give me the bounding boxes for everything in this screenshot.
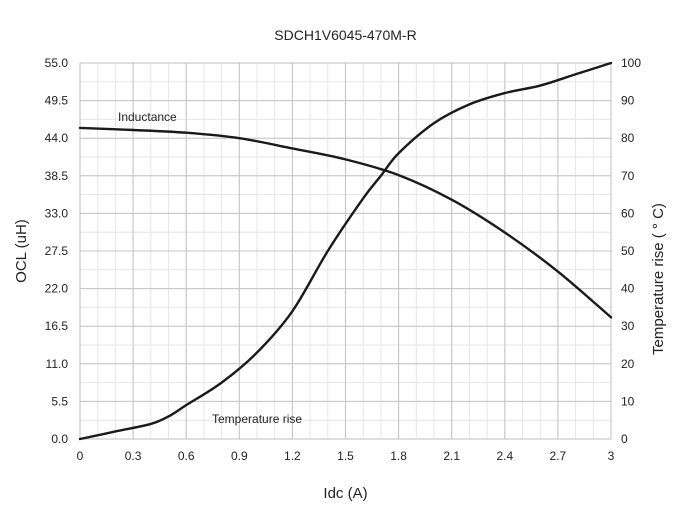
x-tick-label: 1.2 [284, 449, 301, 463]
inductance-line [78, 126, 613, 319]
y-axis-left-title: OCL (uH) [13, 219, 30, 283]
y-right-tick-label: 60 [621, 206, 635, 220]
x-tick-label: 2.4 [496, 449, 513, 463]
series-layer [78, 61, 613, 441]
y-right-tick-label: 20 [621, 357, 635, 371]
y-left-tick-label: 16.5 [45, 319, 69, 333]
x-axis-title: Idc (A) [323, 485, 367, 502]
y-left-tick-label: 11.0 [46, 357, 69, 371]
x-tick-label: 0.3 [125, 449, 142, 463]
y-right-tick-label: 80 [621, 131, 635, 145]
y-right-tick-label: 10 [621, 394, 635, 408]
y-left-tick-label: 27.5 [45, 244, 69, 258]
chart-title: SDCH1V6045-470M-R [274, 27, 416, 43]
x-tick-label: 2.1 [443, 449, 460, 463]
temperature-rise-line [78, 61, 613, 441]
y-left-tick-label: 22.0 [45, 282, 69, 296]
y-right-tick-label: 40 [621, 282, 635, 296]
x-tick-label: 0.6 [178, 449, 195, 463]
series-label-temperature-rise: Temperature rise [212, 412, 302, 426]
x-tick-label: 1.8 [390, 449, 407, 463]
y-right-tick-label: 100 [621, 56, 641, 70]
y-right-tick-label: 90 [621, 94, 635, 108]
y-left-tick-label: 38.5 [45, 169, 69, 183]
y-axis-right-title: Temperature rise ( ° C) [650, 203, 667, 355]
y-right-tick-label: 70 [621, 169, 635, 183]
y-right-tick-label: 30 [621, 319, 635, 333]
y-left-tick-label: 0.0 [51, 432, 68, 446]
y-right-tick-label: 0 [621, 432, 628, 446]
plot-area-border [79, 62, 612, 440]
x-tick-label: 1.5 [337, 449, 354, 463]
y-left-tick-label: 44.0 [45, 131, 69, 145]
x-tick-label: 3 [608, 449, 615, 463]
tick-labels: 0 0.3 0.6 0.9 1.2 1.5 1.8 2.1 2.4 2.7 3 0.0 5.5 11.0 1… [45, 56, 642, 463]
y-left-tick-label: 5.5 [51, 394, 68, 408]
y-left-tick-label: 33.0 [45, 206, 69, 220]
grid [80, 63, 611, 439]
y-left-tick-label: 49.5 [45, 94, 69, 108]
x-tick-label: 2.7 [550, 449, 567, 463]
series-label-inductance: Inductance [118, 110, 177, 124]
y-left-tick-label: 55.0 [45, 56, 69, 70]
y-right-tick-label: 50 [621, 244, 635, 258]
x-tick-label: 0.9 [231, 449, 248, 463]
x-tick-label: 0 [77, 449, 84, 463]
